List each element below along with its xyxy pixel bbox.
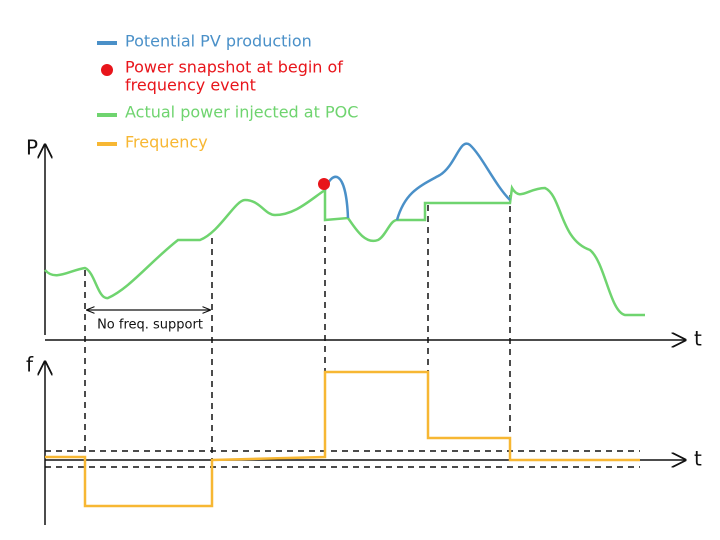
legend-label: Potential PV production (125, 32, 312, 51)
legend-label: frequency event (125, 76, 256, 95)
frequency-curve (45, 370, 640, 508)
legend-swatch (101, 64, 113, 76)
snapshot-point (318, 178, 330, 190)
axis-label: t (694, 327, 702, 351)
axis-label: t (694, 447, 702, 471)
axis-label: P (26, 136, 38, 160)
annotation: No freq. support (97, 318, 203, 333)
legend-label: Frequency (125, 133, 208, 152)
legend-label: Actual power injected at POC (125, 103, 358, 122)
axis-label: f (26, 353, 34, 377)
potential-pv-curve (395, 142, 511, 221)
actual-power-curve (44, 184, 645, 317)
legend-label: Power snapshot at begin of (125, 58, 343, 77)
